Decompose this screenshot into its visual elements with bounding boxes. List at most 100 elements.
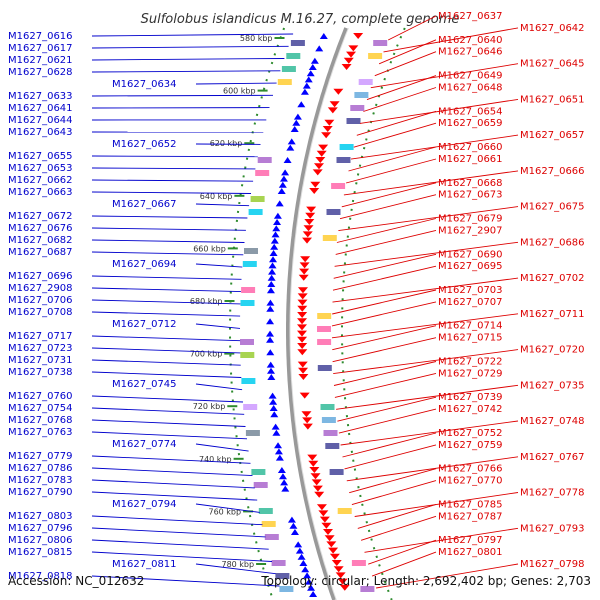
left-gene-label: M1627_0663: [8, 187, 73, 198]
left-gene-label: M1627_0745: [112, 379, 177, 390]
feature-block-right: [325, 443, 340, 449]
kbp-label: 720 kbp: [193, 402, 226, 411]
forward-gene-arrow: [295, 547, 304, 554]
forward-gene-arrow: [266, 349, 275, 356]
reverse-gene-arrow: [302, 237, 313, 244]
left-leader-line: [91, 515, 263, 526]
feature-block-left: [257, 157, 272, 163]
reverse-gene-arrow: [321, 132, 332, 139]
right-leader-line: [356, 110, 437, 136]
left-leader-line: [91, 239, 245, 243]
left-gene-label: M1627_0617: [8, 43, 73, 54]
left-leader-line: [91, 227, 246, 231]
right-gene-label: M1627_2907: [438, 225, 503, 236]
left-gene-label: M1627_0779: [8, 451, 73, 462]
feature-block-right: [317, 313, 332, 319]
forward-gene-arrow: [274, 448, 283, 455]
right-leader-line: [340, 420, 519, 446]
forward-gene-arrow: [315, 45, 324, 52]
forward-gene-arrow: [270, 237, 279, 244]
right-leader-line: [336, 218, 437, 243]
right-gene-label: M1627_0675: [520, 202, 585, 213]
left-leader-line: [91, 467, 253, 477]
left-leader-line: [91, 371, 242, 378]
right-leader-line: [354, 492, 519, 517]
left-leader-line: [195, 563, 276, 575]
forward-gene-arrow: [274, 442, 283, 449]
feature-block-right: [346, 118, 361, 124]
left-gene-label: M1627_0806: [8, 535, 73, 546]
right-gene-label: M1627_0785: [438, 499, 503, 510]
right-gene-label: M1627_0767: [520, 452, 585, 463]
reverse-gene-arrow: [312, 485, 323, 492]
feature-block-left: [250, 196, 265, 202]
forward-gene-arrow: [294, 541, 303, 548]
forward-gene-arrow: [273, 212, 282, 219]
forward-gene-arrow: [305, 578, 314, 585]
right-gene-label: M1627_0793: [520, 523, 585, 534]
reverse-gene-arrow: [310, 181, 321, 188]
reverse-gene-arrow: [319, 516, 330, 523]
forward-gene-arrow: [266, 361, 275, 368]
forward-gene-arrow: [290, 529, 299, 535]
forward-gene-arrow: [307, 584, 316, 591]
feature-block-left: [275, 573, 290, 579]
forward-gene-arrow: [267, 367, 276, 374]
feature-block-left: [290, 40, 305, 46]
feature-tracks: [229, 27, 406, 600]
reverse-gene-arrow: [343, 57, 354, 64]
reverse-gene-arrow: [297, 293, 308, 300]
right-leader-line: [357, 503, 437, 529]
left-leader-line: [91, 407, 245, 415]
left-gene-label: M1627_0783: [8, 475, 73, 486]
right-leader-line: [338, 206, 519, 232]
left-gene-label: M1627_0763: [8, 427, 73, 438]
kbp-label: 780 kbp: [221, 560, 254, 569]
reverse-gene-arrow: [312, 169, 323, 176]
right-gene-label: M1627_0798: [520, 559, 585, 570]
reverse-gene-arrow: [326, 541, 337, 548]
left-leader-line: [91, 527, 266, 538]
left-gene-label: M1627_2908: [8, 283, 73, 294]
forward-gene-arrow: [267, 281, 276, 287]
forward-gene-arrow: [302, 82, 311, 89]
feature-block-right: [358, 79, 373, 85]
kbp-label: 740 kbp: [199, 455, 232, 464]
right-gene-label: M1627_0659: [438, 118, 503, 129]
left-leader-line: [91, 45, 289, 49]
left-leader-line: [195, 503, 260, 513]
left-gene-label: M1627_0731: [8, 355, 73, 366]
reverse-gene-arrow: [309, 188, 320, 194]
reverse-gene-arrow: [353, 33, 364, 39]
right-leader-line: [374, 51, 437, 77]
left-leader-line: [91, 191, 252, 194]
left-gene-label: M1627_0655: [8, 151, 73, 162]
forward-gene-arrow: [266, 318, 275, 325]
reverse-gene-arrow: [297, 361, 308, 368]
left-leader-line: [91, 395, 244, 403]
forward-gene-arrow: [286, 144, 295, 151]
reverse-gene-arrow: [316, 504, 327, 511]
reverse-gene-arrow: [311, 479, 322, 486]
right-gene-label: M1627_0686: [520, 237, 585, 248]
forward-gene-arrow: [304, 76, 313, 83]
reverse-gene-arrow: [308, 460, 319, 467]
right-gene-label: M1627_0711: [520, 309, 585, 320]
reverse-gene-arrow: [324, 119, 335, 126]
reverse-gene-arrow: [318, 510, 329, 517]
right-leader-line: [339, 194, 437, 220]
reverse-gene-arrow: [302, 417, 313, 424]
kbp-label: 600 kbp: [223, 87, 256, 96]
feature-block-right: [336, 157, 351, 163]
feature-block-left: [261, 521, 276, 527]
forward-gene-arrow: [293, 113, 302, 120]
forward-gene-arrow: [269, 405, 278, 411]
right-leader-line: [335, 229, 437, 255]
feature-block-left: [240, 339, 254, 345]
outer-ring-right: [341, 27, 406, 600]
forward-gene-arrow: [279, 175, 288, 182]
feature-block-right: [337, 508, 352, 514]
left-gene-label: M1627_0696: [8, 271, 73, 282]
forward-gene-arrow: [308, 64, 317, 70]
